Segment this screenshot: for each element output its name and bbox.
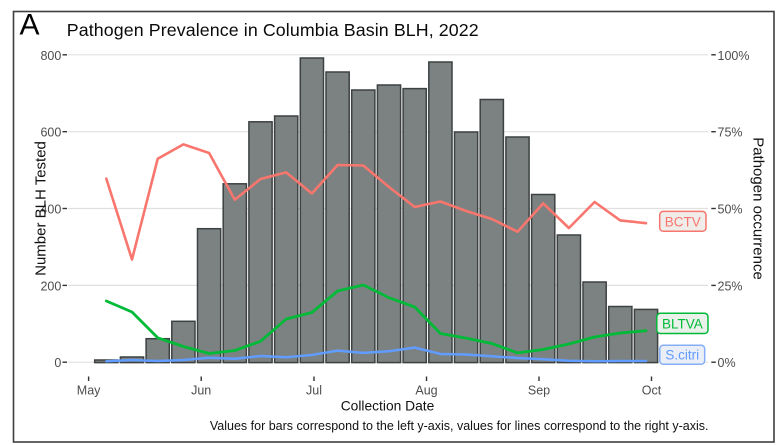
svg-text:Values for bars correspond to: Values for bars correspond to the left y…	[210, 419, 709, 433]
svg-text:May: May	[77, 384, 101, 398]
svg-text:BCTV: BCTV	[665, 214, 701, 229]
svg-text:400: 400	[40, 203, 61, 217]
svg-text:A: A	[20, 9, 40, 42]
svg-text:100%: 100%	[718, 49, 750, 63]
svg-text:Pathogen occurrence: Pathogen occurrence	[750, 137, 767, 280]
svg-text:Number BLH Tested: Number BLH Tested	[33, 141, 50, 276]
svg-text:S.citri: S.citri	[665, 348, 699, 363]
svg-text:200: 200	[40, 279, 61, 293]
svg-text:BLTVA: BLTVA	[662, 317, 703, 332]
svg-text:Jul: Jul	[306, 384, 322, 398]
svg-text:Sep: Sep	[528, 384, 550, 398]
svg-text:0: 0	[54, 356, 61, 370]
svg-text:800: 800	[40, 49, 61, 63]
svg-text:50%: 50%	[718, 203, 743, 217]
svg-text:25%: 25%	[718, 279, 743, 293]
svg-text:Jun: Jun	[191, 384, 211, 398]
svg-text:75%: 75%	[718, 126, 743, 140]
svg-text:Oct: Oct	[642, 384, 662, 398]
svg-text:600: 600	[40, 126, 61, 140]
svg-text:0%: 0%	[718, 356, 736, 370]
svg-text:Pathogen Prevalence in Columbi: Pathogen Prevalence in Columbia Basin BL…	[67, 20, 479, 40]
svg-text:Aug: Aug	[415, 384, 437, 398]
svg-text:Collection Date: Collection Date	[341, 399, 435, 414]
